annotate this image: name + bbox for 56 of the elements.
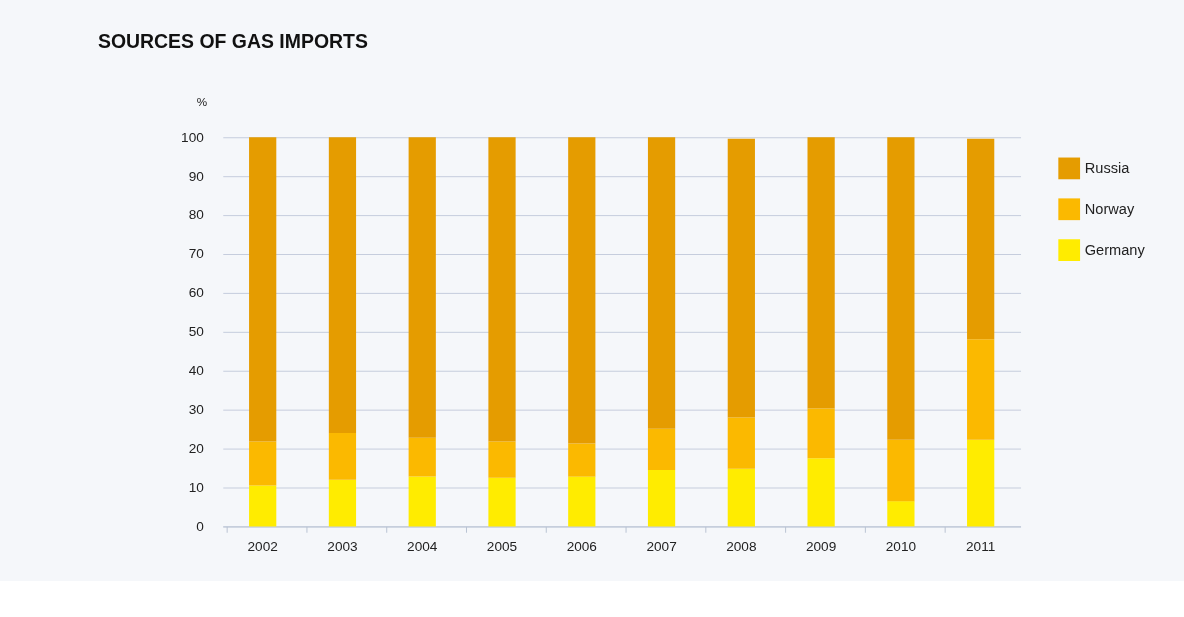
y-tick-label: 90 (188, 168, 205, 184)
bar (408, 137, 436, 438)
bar (807, 408, 835, 459)
y-tick-label: 60 (188, 285, 205, 301)
bar (647, 428, 676, 470)
bar (967, 439, 995, 527)
bar (488, 477, 516, 527)
y-tick-label: 40 (188, 363, 205, 379)
legend-label: Germany (1084, 241, 1146, 258)
legend-label: Russia (1084, 160, 1131, 177)
bar (647, 137, 676, 429)
bar (727, 417, 755, 469)
y-tick-label: 100 (181, 129, 205, 145)
bar (568, 476, 596, 527)
bar (568, 137, 596, 444)
y-tick-label: 30 (188, 402, 205, 418)
x-tick-label: 2006 (566, 539, 597, 555)
bar (887, 501, 915, 527)
bar (249, 485, 277, 527)
bar (967, 138, 995, 340)
bar (328, 433, 357, 480)
bar (328, 479, 357, 527)
y-tick-label: 20 (188, 440, 205, 456)
x-tick-label: 2010 (885, 539, 917, 555)
x-tick-label: 2005 (486, 539, 518, 555)
y-tick-label: 70 (188, 246, 205, 262)
y-tick-label: 0 (196, 518, 205, 534)
bar (967, 339, 995, 440)
bar (408, 476, 436, 527)
y-tick-label: 10 (188, 479, 205, 495)
bar (807, 137, 835, 409)
bar (568, 443, 596, 477)
y-axis-title: % (196, 94, 208, 108)
bar (488, 137, 516, 442)
legend-label: Norway (1084, 201, 1135, 218)
x-tick-label: 2009 (805, 539, 837, 555)
bar (249, 137, 277, 442)
x-tick-label: 2008 (726, 539, 757, 555)
bar (887, 137, 915, 440)
y-tick-label: 80 (188, 207, 205, 223)
x-tick-label: 2004 (407, 539, 438, 555)
x-tick-label: 2011 (966, 539, 996, 555)
y-tick-label: 50 (188, 324, 205, 340)
bar (727, 138, 755, 418)
bar (249, 441, 277, 486)
bar (408, 437, 436, 477)
bar (647, 470, 676, 527)
bar (328, 137, 357, 434)
bar (727, 468, 755, 527)
bar (807, 458, 835, 527)
bar (887, 439, 915, 502)
bar (488, 441, 516, 478)
x-tick-label: 2007 (646, 539, 677, 555)
chart-title: SOURCES OF GAS IMPORTS (97, 29, 368, 52)
x-tick-label: 2002 (247, 539, 278, 555)
x-tick-label: 2003 (327, 539, 358, 555)
